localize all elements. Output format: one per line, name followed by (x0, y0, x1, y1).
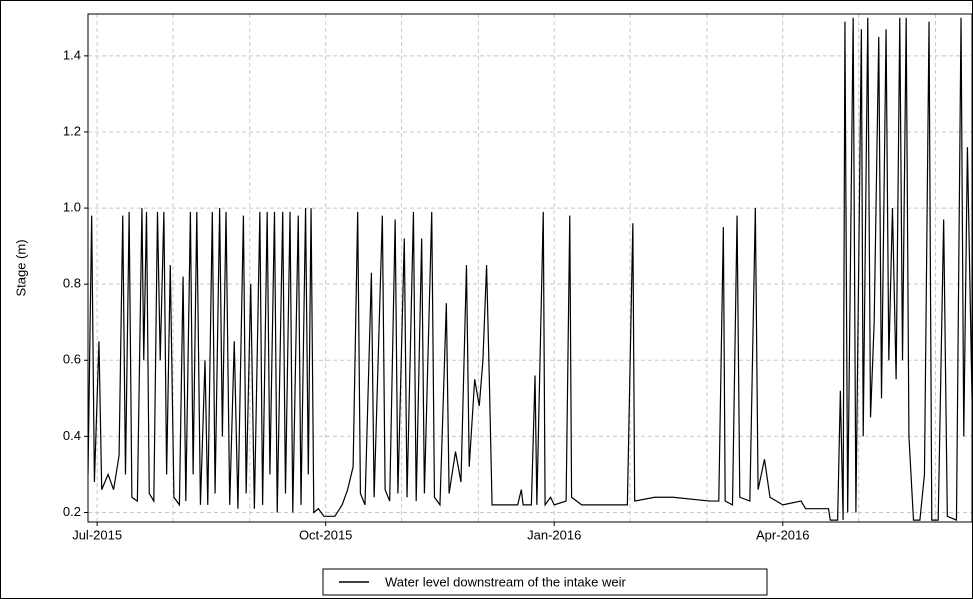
legend-label: Water level downstream of the intake wei… (385, 574, 627, 589)
y-tick-label: 1.4 (63, 47, 81, 62)
legend: Water level downstream of the intake wei… (322, 568, 768, 596)
x-tick-label: Jan-2016 (527, 527, 581, 542)
y-tick-label: 0.6 (63, 352, 81, 367)
legend-box (322, 568, 768, 596)
data-line (88, 17, 972, 521)
y-axis-label: Stage (m) (13, 239, 28, 296)
y-tick-label: 1.0 (63, 200, 81, 215)
y-tick-label: 0.4 (63, 428, 81, 443)
x-tick-label: Jul-2015 (72, 527, 122, 542)
x-tick-label: Apr-2016 (756, 527, 809, 542)
y-tick-label: 0.2 (63, 504, 81, 519)
plot-border (87, 13, 973, 523)
y-tick-label: 1.2 (63, 123, 81, 138)
y-tick-label: 0.8 (63, 276, 81, 291)
x-tick-label: Oct-2015 (299, 527, 352, 542)
